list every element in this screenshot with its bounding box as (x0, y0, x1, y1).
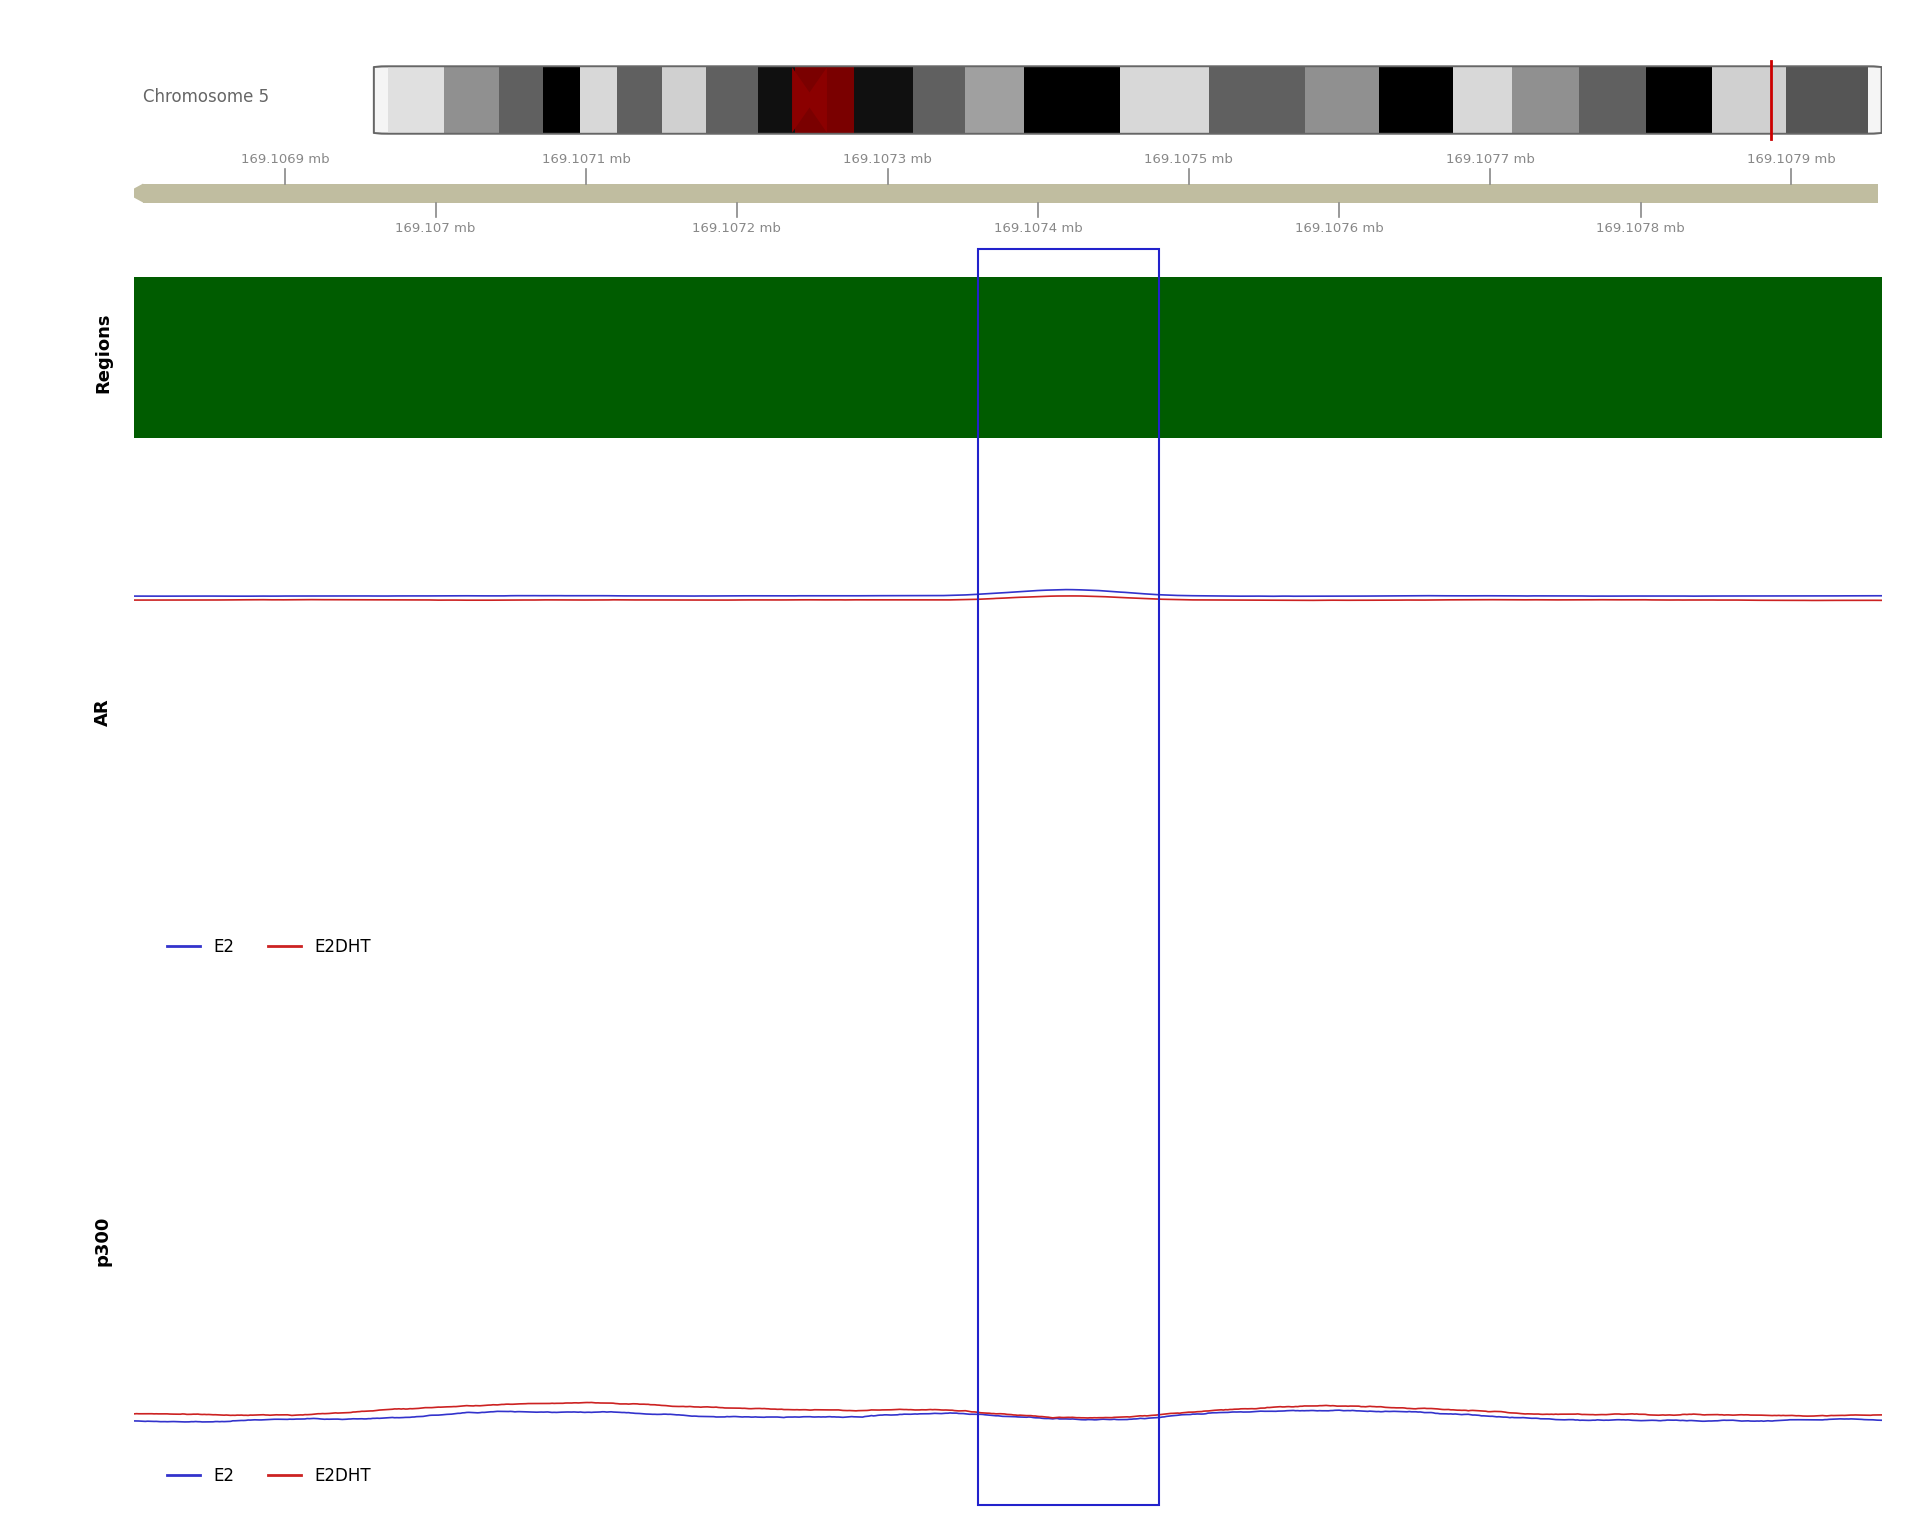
Text: 169.1076 mb: 169.1076 mb (1294, 221, 1384, 235)
Legend: E2, E2DHT: E2, E2DHT (159, 932, 378, 963)
Bar (1023, 68, 1119, 132)
Bar (1578, 68, 1645, 132)
Bar (914, 68, 966, 132)
Bar (758, 68, 795, 132)
Text: 169.1074 mb: 169.1074 mb (995, 221, 1083, 235)
Text: 169.1071 mb: 169.1071 mb (541, 152, 630, 166)
Bar (1513, 68, 1578, 132)
Text: Chromosome 5: Chromosome 5 (144, 88, 269, 106)
Bar (795, 68, 854, 132)
Polygon shape (125, 183, 144, 203)
Bar (388, 68, 444, 132)
Text: p300: p300 (94, 1217, 111, 1266)
Bar (966, 68, 1023, 132)
Text: 169.1077 mb: 169.1077 mb (1446, 152, 1534, 166)
Text: 169.1072 mb: 169.1072 mb (693, 221, 781, 235)
Bar (1713, 68, 1786, 132)
Bar (1119, 68, 1210, 132)
Bar (707, 68, 758, 132)
Bar (1786, 68, 1868, 132)
Bar (134, 276, 1882, 438)
Bar (144, 183, 1878, 203)
Bar (1645, 68, 1713, 132)
Text: 169.107 mb: 169.107 mb (396, 221, 476, 235)
Text: 169.1069 mb: 169.1069 mb (240, 152, 330, 166)
Bar (1210, 68, 1306, 132)
Text: AR: AR (94, 699, 111, 727)
Bar (1379, 68, 1453, 132)
Polygon shape (804, 68, 828, 132)
Bar (616, 68, 662, 132)
Bar (1306, 68, 1379, 132)
Legend: E2, E2DHT: E2, E2DHT (159, 1461, 378, 1491)
Text: 169.1078 mb: 169.1078 mb (1596, 221, 1686, 235)
Polygon shape (793, 68, 814, 132)
Text: 169.1075 mb: 169.1075 mb (1144, 152, 1233, 166)
Bar (444, 68, 499, 132)
Bar (662, 68, 707, 132)
FancyBboxPatch shape (374, 66, 1882, 134)
Bar (1453, 68, 1513, 132)
Text: Regions: Regions (94, 312, 111, 393)
Text: 169.1073 mb: 169.1073 mb (843, 152, 931, 166)
Bar (543, 68, 580, 132)
Bar (499, 68, 543, 132)
Bar (854, 68, 914, 132)
Bar (580, 68, 616, 132)
Text: 169.1079 mb: 169.1079 mb (1747, 152, 1836, 166)
